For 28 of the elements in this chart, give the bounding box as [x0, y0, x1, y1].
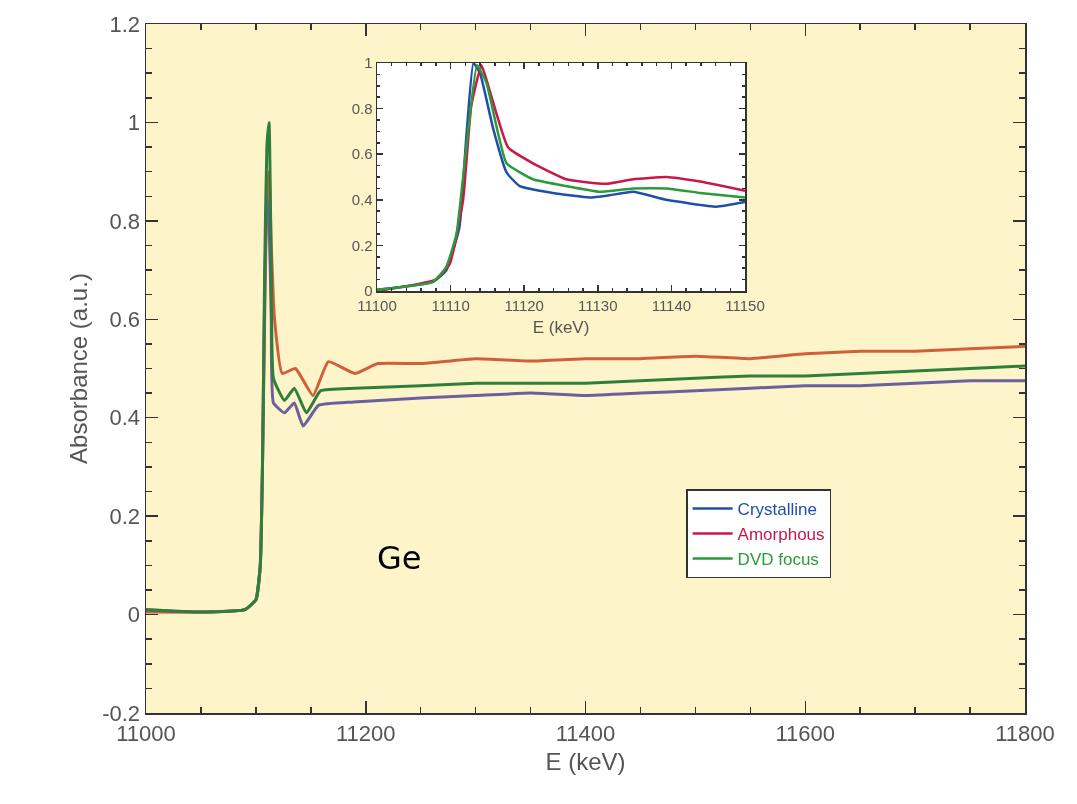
x-tick-label: 11150 [725, 296, 765, 314]
legend-label: Amorphous [737, 525, 825, 545]
y-tick-label: 0.2 [351, 236, 373, 254]
y-tick-label: 0.6 [351, 145, 373, 163]
x-tick-label: 11120 [504, 296, 544, 314]
annotation: Ge [377, 539, 422, 577]
x-tick-label: 11800 [995, 720, 1055, 746]
x-tick-label: 11130 [578, 296, 618, 314]
y-tick-label: 0 [127, 602, 141, 628]
y-tick-label: 1.2 [109, 11, 141, 37]
x-axis-title: E (keV) [545, 747, 626, 775]
x-axis-title: E (keV) [532, 317, 590, 337]
y-tick-label: 1 [127, 110, 141, 136]
x-tick-label: 11140 [651, 296, 692, 314]
y-tick-label: 1 [364, 54, 373, 72]
y-tick-label: 0.4 [109, 405, 141, 431]
y-tick-label: 0.4 [351, 191, 373, 209]
y-axis-title: Absorbance (a.u.) [64, 273, 92, 464]
x-tick-label: 11110 [431, 296, 470, 314]
legend-label: Crystalline [737, 500, 817, 520]
x-tick-label: 11600 [775, 720, 836, 746]
y-tick-label: 0.2 [109, 503, 141, 529]
legend-label: DVD focus [737, 550, 819, 570]
x-tick-label: 11400 [555, 720, 616, 746]
y-tick-label: 0.8 [109, 208, 141, 234]
y-tick-label: 0.6 [109, 306, 141, 332]
x-tick-label: 11200 [335, 720, 396, 746]
y-tick-label: 0.8 [351, 99, 373, 117]
